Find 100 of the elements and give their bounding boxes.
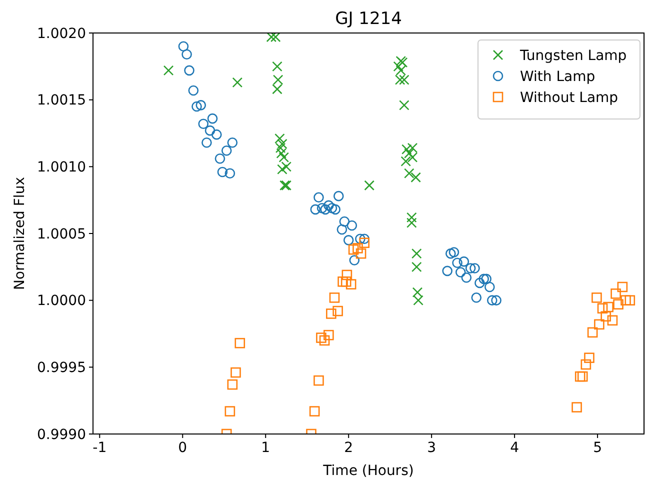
point bbox=[407, 152, 418, 162]
point bbox=[356, 248, 366, 259]
point bbox=[359, 234, 370, 244]
y-tick-label: 1.0010 bbox=[37, 160, 86, 176]
point bbox=[316, 202, 328, 214]
y-tick-label: 1.0005 bbox=[37, 226, 86, 242]
point bbox=[217, 166, 228, 178]
point bbox=[617, 282, 628, 292]
point bbox=[346, 279, 356, 290]
point bbox=[620, 295, 631, 306]
point bbox=[198, 118, 209, 130]
point bbox=[278, 152, 290, 162]
point bbox=[192, 101, 202, 112]
y-tick-label: 1.0020 bbox=[37, 26, 86, 42]
point bbox=[465, 263, 476, 274]
point bbox=[406, 212, 417, 223]
point bbox=[272, 61, 282, 72]
y-tick-label: 0.9990 bbox=[37, 426, 86, 443]
point bbox=[276, 148, 287, 158]
point bbox=[339, 216, 350, 227]
point bbox=[316, 332, 326, 343]
point bbox=[396, 65, 406, 76]
y-tick-label: 0.9995 bbox=[37, 360, 86, 376]
point bbox=[461, 272, 472, 283]
point bbox=[624, 295, 636, 306]
point bbox=[452, 258, 462, 268]
point bbox=[478, 274, 489, 284]
point bbox=[227, 137, 238, 148]
point bbox=[413, 295, 424, 306]
point bbox=[277, 138, 288, 150]
point bbox=[407, 142, 418, 154]
chart-title: GJ 1214 bbox=[335, 9, 402, 29]
point bbox=[272, 84, 282, 94]
y-axis-title: Normalized Flux bbox=[12, 177, 28, 290]
point bbox=[474, 278, 485, 288]
point bbox=[202, 137, 212, 148]
point bbox=[281, 162, 292, 172]
point bbox=[234, 338, 246, 348]
point bbox=[587, 327, 598, 338]
point bbox=[314, 192, 324, 203]
point bbox=[491, 295, 502, 306]
point bbox=[338, 276, 348, 287]
y-tick-label: 1.0015 bbox=[37, 92, 86, 109]
point bbox=[399, 74, 410, 85]
x-tick-label: 3 bbox=[427, 440, 436, 456]
point bbox=[326, 308, 336, 319]
point bbox=[224, 406, 236, 416]
point bbox=[224, 168, 236, 178]
point bbox=[275, 142, 286, 154]
x-axis-title: Time (Hours) bbox=[322, 463, 414, 479]
point bbox=[266, 33, 277, 42]
legend-label: Without Lamp bbox=[520, 90, 618, 106]
point bbox=[400, 156, 411, 166]
point bbox=[580, 359, 592, 370]
point bbox=[359, 238, 370, 248]
point bbox=[470, 263, 480, 274]
point bbox=[610, 288, 621, 299]
y-tick-label: 1.0000 bbox=[37, 293, 86, 310]
point bbox=[348, 244, 359, 255]
point bbox=[577, 371, 588, 382]
point bbox=[393, 61, 404, 72]
point bbox=[277, 164, 288, 174]
point bbox=[404, 168, 414, 178]
point bbox=[274, 133, 285, 144]
point bbox=[399, 100, 410, 110]
point bbox=[574, 371, 586, 382]
point bbox=[188, 85, 199, 96]
point bbox=[163, 65, 174, 76]
point bbox=[182, 49, 192, 60]
point bbox=[330, 204, 340, 215]
point bbox=[446, 248, 456, 259]
x-tick-label: 5 bbox=[593, 440, 602, 456]
point bbox=[603, 302, 614, 312]
point bbox=[221, 145, 232, 156]
point bbox=[592, 292, 602, 303]
point bbox=[584, 352, 594, 363]
point bbox=[410, 172, 421, 183]
point bbox=[346, 220, 358, 231]
point bbox=[272, 74, 284, 85]
point bbox=[471, 292, 482, 303]
point bbox=[314, 375, 324, 386]
point bbox=[455, 267, 466, 278]
point bbox=[332, 306, 343, 316]
point bbox=[404, 148, 414, 158]
point bbox=[411, 248, 422, 259]
point bbox=[340, 276, 352, 287]
point bbox=[326, 202, 338, 214]
x-tick-label: 0 bbox=[178, 440, 188, 456]
point bbox=[349, 255, 360, 266]
point bbox=[310, 204, 321, 215]
point bbox=[329, 292, 340, 303]
point bbox=[178, 41, 189, 52]
point bbox=[207, 113, 218, 124]
x-tick-label: 1 bbox=[261, 440, 270, 456]
point bbox=[448, 247, 460, 258]
point bbox=[352, 243, 363, 254]
point bbox=[333, 190, 344, 202]
point bbox=[600, 311, 611, 322]
point bbox=[214, 153, 226, 164]
point bbox=[232, 77, 243, 88]
